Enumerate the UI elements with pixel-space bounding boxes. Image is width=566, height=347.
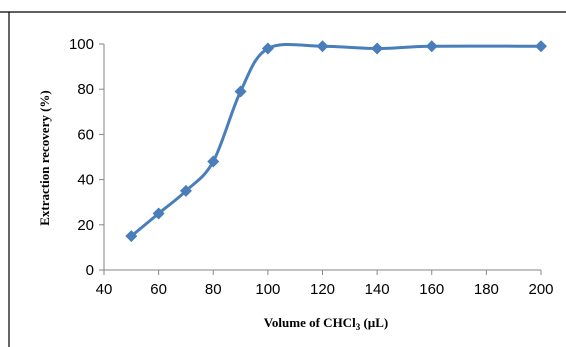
series-markers [125,40,547,243]
y-tick-label: 0 [86,262,94,279]
x-axis-title-main: Volume of CHCl [264,315,356,330]
x-axis-title-subscript: 3 [356,322,361,332]
data-point [125,230,138,243]
data-point [179,184,192,197]
x-tick-label: 160 [419,281,444,298]
data-point [152,207,165,220]
x-tick-label: 60 [150,281,167,298]
y-tick-label: 60 [77,126,94,143]
x-tick-label: 140 [365,281,390,298]
data-point [535,40,547,53]
x-axis: 40 60 80 100 120 140 160 180 200 [96,269,554,298]
data-series [125,40,547,243]
x-tick-label: 200 [528,281,553,298]
x-tick-label: 180 [474,281,499,298]
data-point [207,155,220,168]
data-point [261,42,274,55]
y-tick-label: 40 [77,172,94,189]
y-tick-label: 100 [69,36,94,53]
y-axis-title: Extraction recovery (%) [37,90,52,225]
y-tick-label: 20 [77,217,94,234]
data-point [316,40,329,53]
x-tick-label: 80 [205,281,222,298]
x-tick-label: 100 [255,281,280,298]
x-tick-label: 120 [310,281,335,298]
y-axis: 0 20 40 60 80 100 [69,36,105,279]
x-axis-title: Volume of CHCl3 (µL) [264,315,389,332]
y-tick-label: 80 [77,81,94,98]
data-point [371,42,384,55]
data-point [425,40,438,53]
series-line [130,42,542,238]
x-axis-title-unit: (µL) [360,315,388,330]
x-tick-label: 40 [96,281,113,298]
data-point [234,85,247,98]
